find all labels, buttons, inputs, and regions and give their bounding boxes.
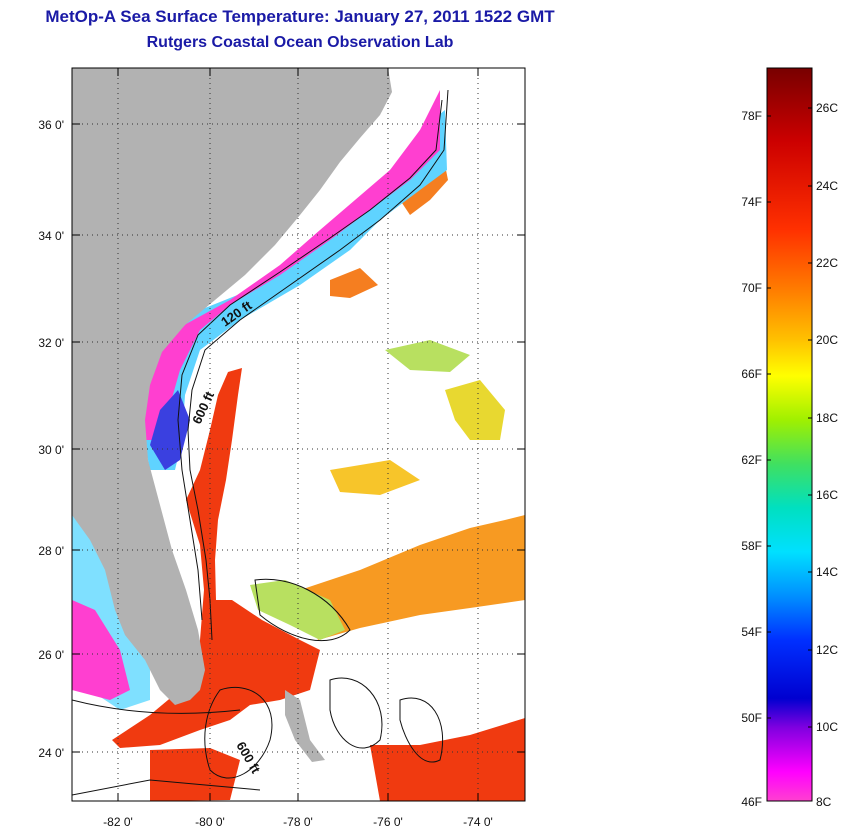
lat-label: 26 0'	[38, 648, 64, 662]
lat-label: 24 0'	[38, 746, 64, 760]
fahrenheit-label: 74F	[741, 195, 762, 209]
celsius-label: 22C	[816, 256, 838, 270]
fahrenheit-label: 58F	[741, 539, 762, 553]
florida-gulf-magenta-water	[72, 600, 130, 700]
axis-ticks	[72, 68, 525, 801]
keys-warm-water	[150, 748, 240, 801]
map-subtitle: Rutgers Coastal Ocean Observation Lab	[146, 34, 454, 51]
sst-map: 120 ft 600 ft 600 ft	[72, 68, 525, 801]
map-title: MetOp-A Sea Surface Temperature: January…	[45, 7, 555, 26]
fahrenheit-label: 50F	[741, 711, 762, 725]
grid-lines	[72, 68, 525, 801]
gulf-stream	[112, 368, 320, 748]
yellow-water-east	[445, 380, 505, 440]
bathymetry-contours	[72, 89, 449, 796]
landmass	[72, 68, 392, 705]
lat-label: 28 0'	[38, 544, 64, 558]
celsius-label: 20C	[816, 333, 838, 347]
latitude-labels: 36 0' 34 0' 32 0' 30 0' 28 0' 26 0' 24 0…	[38, 118, 64, 760]
colorbar-fahrenheit-labels: 78F 74F 70F 66F 62F 58F 54F 50F 46F	[741, 109, 762, 809]
fahrenheit-label: 46F	[741, 795, 762, 809]
fahrenheit-label: 66F	[741, 367, 762, 381]
lon-label: -80 0'	[195, 815, 225, 829]
lon-label: -82 0'	[103, 815, 133, 829]
fahrenheit-label: 70F	[741, 281, 762, 295]
carolina-warm-water	[330, 268, 378, 298]
cuba	[285, 690, 325, 762]
bahamas-banks	[250, 580, 345, 640]
lon-label: -74 0'	[463, 815, 493, 829]
longitude-labels: -82 0' -80 0' -78 0' -76 0' -74 0'	[103, 815, 493, 829]
celsius-label: 26C	[816, 101, 838, 115]
colorbar-ticks	[767, 107, 812, 728]
lat-label: 34 0'	[38, 229, 64, 243]
colorbar-celsius-labels: 26C 24C 22C 20C 18C 16C 14C 12C 10C 8C	[816, 101, 838, 809]
celsius-label: 10C	[816, 720, 838, 734]
yellow-water-central	[330, 460, 420, 495]
lon-label: -76 0'	[373, 815, 403, 829]
celsius-label: 14C	[816, 565, 838, 579]
celsius-label: 16C	[816, 488, 838, 502]
fahrenheit-label: 78F	[741, 109, 762, 123]
lat-label: 36 0'	[38, 118, 64, 132]
southeast-warm-water	[370, 718, 525, 801]
celsius-label: 8C	[816, 795, 832, 809]
fahrenheit-label: 62F	[741, 453, 762, 467]
celsius-label: 24C	[816, 179, 838, 193]
lat-label: 32 0'	[38, 336, 64, 350]
celsius-label: 18C	[816, 411, 838, 425]
green-water-northeast	[385, 340, 470, 372]
lat-label: 30 0'	[38, 443, 64, 457]
lon-label: -78 0'	[283, 815, 313, 829]
celsius-label: 12C	[816, 643, 838, 657]
sargasso-warm-water	[300, 515, 525, 640]
colorbar	[766, 67, 813, 802]
fahrenheit-label: 54F	[741, 625, 762, 639]
